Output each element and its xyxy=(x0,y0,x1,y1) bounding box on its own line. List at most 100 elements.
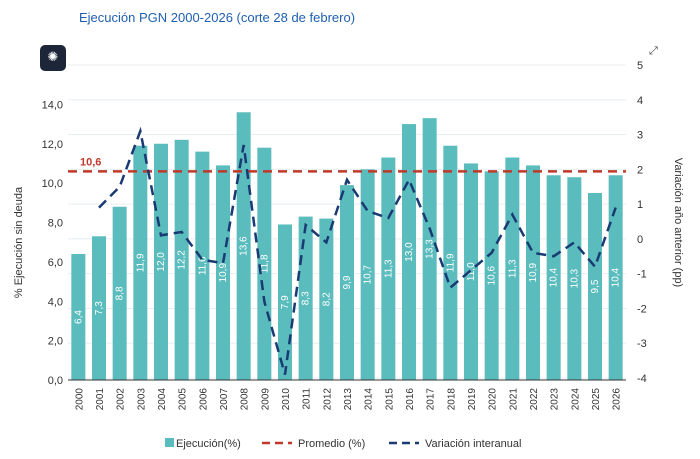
bar-data-label: 11,9 xyxy=(135,253,146,272)
y2-tick-label: 1 xyxy=(637,199,643,211)
x-tick-label: 2019 xyxy=(467,388,478,411)
y2-tick-label: 2 xyxy=(637,164,643,176)
x-tick-label: 2013 xyxy=(343,388,354,411)
bar-data-label: 8,3 xyxy=(301,291,312,305)
bar-data-label: 11,3 xyxy=(507,259,518,278)
bar xyxy=(195,151,210,380)
average-label: 10,6 xyxy=(80,156,101,168)
y2-tick-label: -2 xyxy=(637,303,647,315)
x-tick-label: 2025 xyxy=(591,388,602,411)
bar-data-label: 10,9 xyxy=(528,263,539,283)
x-tick-label: 2006 xyxy=(198,388,209,411)
bar xyxy=(526,165,540,380)
bar xyxy=(546,175,561,380)
legend-label-variation: Variación interanual xyxy=(425,438,521,450)
y-tick-label: 8,0 xyxy=(48,218,63,230)
y-tick-label: 14,0 xyxy=(42,99,63,111)
bar-data-label: 10,4 xyxy=(549,267,560,287)
bar-data-label: 13,3 xyxy=(425,239,436,259)
y2-tick-label: 5 xyxy=(637,60,643,72)
bar-data-label: 10,6 xyxy=(487,265,498,285)
bar xyxy=(133,145,148,380)
bar xyxy=(319,218,334,380)
bar-data-label: 13,6 xyxy=(239,236,250,256)
y-tick-label: 12,0 xyxy=(42,139,63,151)
x-tick-label: 2022 xyxy=(529,388,540,411)
bar xyxy=(360,169,375,380)
x-tick-label: 2007 xyxy=(219,388,230,411)
x-tick-label: 2001 xyxy=(95,388,106,411)
x-tick-label: 2003 xyxy=(136,388,147,411)
x-tick-label: 2020 xyxy=(488,388,499,411)
x-tick-label: 2012 xyxy=(322,388,333,411)
bar xyxy=(484,171,499,380)
bar xyxy=(505,157,520,380)
bar-data-label: 11,6 xyxy=(197,256,208,275)
bar-data-label: 11,3 xyxy=(383,259,394,278)
y2-tick-label: -1 xyxy=(637,269,647,281)
y2-tick-label: -4 xyxy=(637,373,647,385)
bar-data-label: 9,9 xyxy=(342,275,353,289)
variation-line xyxy=(98,126,617,375)
y2-axis-title: Variación año anterior (pp) xyxy=(672,158,684,287)
y-tick-label: 2,0 xyxy=(48,336,63,348)
y-tick-label: 0,0 xyxy=(48,375,63,387)
y2-tick-label: 4 xyxy=(637,95,643,107)
y-axis-title: % Ejecución sin deuda xyxy=(13,186,25,298)
bar xyxy=(422,118,437,380)
brain-icon[interactable]: ✺ xyxy=(40,45,66,71)
y-tick-label: 6,0 xyxy=(48,257,63,269)
bar-data-label: 12,2 xyxy=(177,250,188,270)
x-tick-label: 2004 xyxy=(157,388,168,411)
x-tick-label: 2021 xyxy=(508,388,519,411)
bar-data-label: 12,0 xyxy=(156,252,167,272)
bar xyxy=(567,177,582,380)
x-tick-label: 2024 xyxy=(570,388,581,411)
x-tick-label: 2005 xyxy=(178,388,189,411)
y-tick-label: 4,0 xyxy=(48,296,63,308)
bar xyxy=(257,147,272,380)
bar-data-label: 11,9 xyxy=(445,253,456,272)
x-tick-label: 2026 xyxy=(612,388,623,411)
legend-swatch-bars xyxy=(165,438,174,447)
y2-tick-label: -3 xyxy=(637,338,647,350)
x-tick-label: 2000 xyxy=(74,388,85,411)
bar-data-label: 10,7 xyxy=(363,265,374,285)
bar-data-label: 8,8 xyxy=(115,286,126,300)
bar xyxy=(71,254,86,380)
bar-data-label: 11,8 xyxy=(259,254,270,273)
bar-data-label: 7,3 xyxy=(94,301,105,315)
bar-data-label: 9,5 xyxy=(590,279,601,293)
expand-icon[interactable]: ⤢ xyxy=(649,44,658,57)
bar-data-label: 13,0 xyxy=(404,242,415,262)
bar xyxy=(216,165,230,380)
x-tick-label: 2011 xyxy=(302,388,313,410)
legend-label-bars: Ejecución(%) xyxy=(176,438,241,450)
x-tick-label: 2017 xyxy=(426,388,437,411)
bar-data-label: 8,2 xyxy=(321,292,332,306)
x-tick-label: 2014 xyxy=(364,388,375,411)
bar xyxy=(174,139,189,380)
y2-tick-label: 0 xyxy=(637,234,643,246)
bar-data-label: 10,4 xyxy=(611,267,622,287)
x-tick-label: 2009 xyxy=(260,388,271,411)
x-tick-label: 2008 xyxy=(240,388,251,411)
x-tick-label: 2002 xyxy=(116,388,127,411)
bar xyxy=(236,112,251,380)
bar-data-label: 10,9 xyxy=(218,263,229,283)
bar xyxy=(92,236,106,380)
x-tick-label: 2018 xyxy=(446,388,457,411)
x-tick-label: 2015 xyxy=(384,388,395,411)
x-tick-label: 2023 xyxy=(550,388,561,411)
y-tick-label: 10,0 xyxy=(42,178,63,190)
bar xyxy=(340,185,354,380)
y2-tick-label: 3 xyxy=(637,130,643,142)
bar xyxy=(608,175,623,380)
bar xyxy=(588,192,602,380)
bar xyxy=(112,206,127,380)
bar xyxy=(154,143,168,380)
bar xyxy=(443,145,458,380)
bar-data-label: 10,3 xyxy=(569,268,580,288)
x-tick-label: 2016 xyxy=(405,388,416,411)
bar-data-label: 7,9 xyxy=(280,295,291,309)
